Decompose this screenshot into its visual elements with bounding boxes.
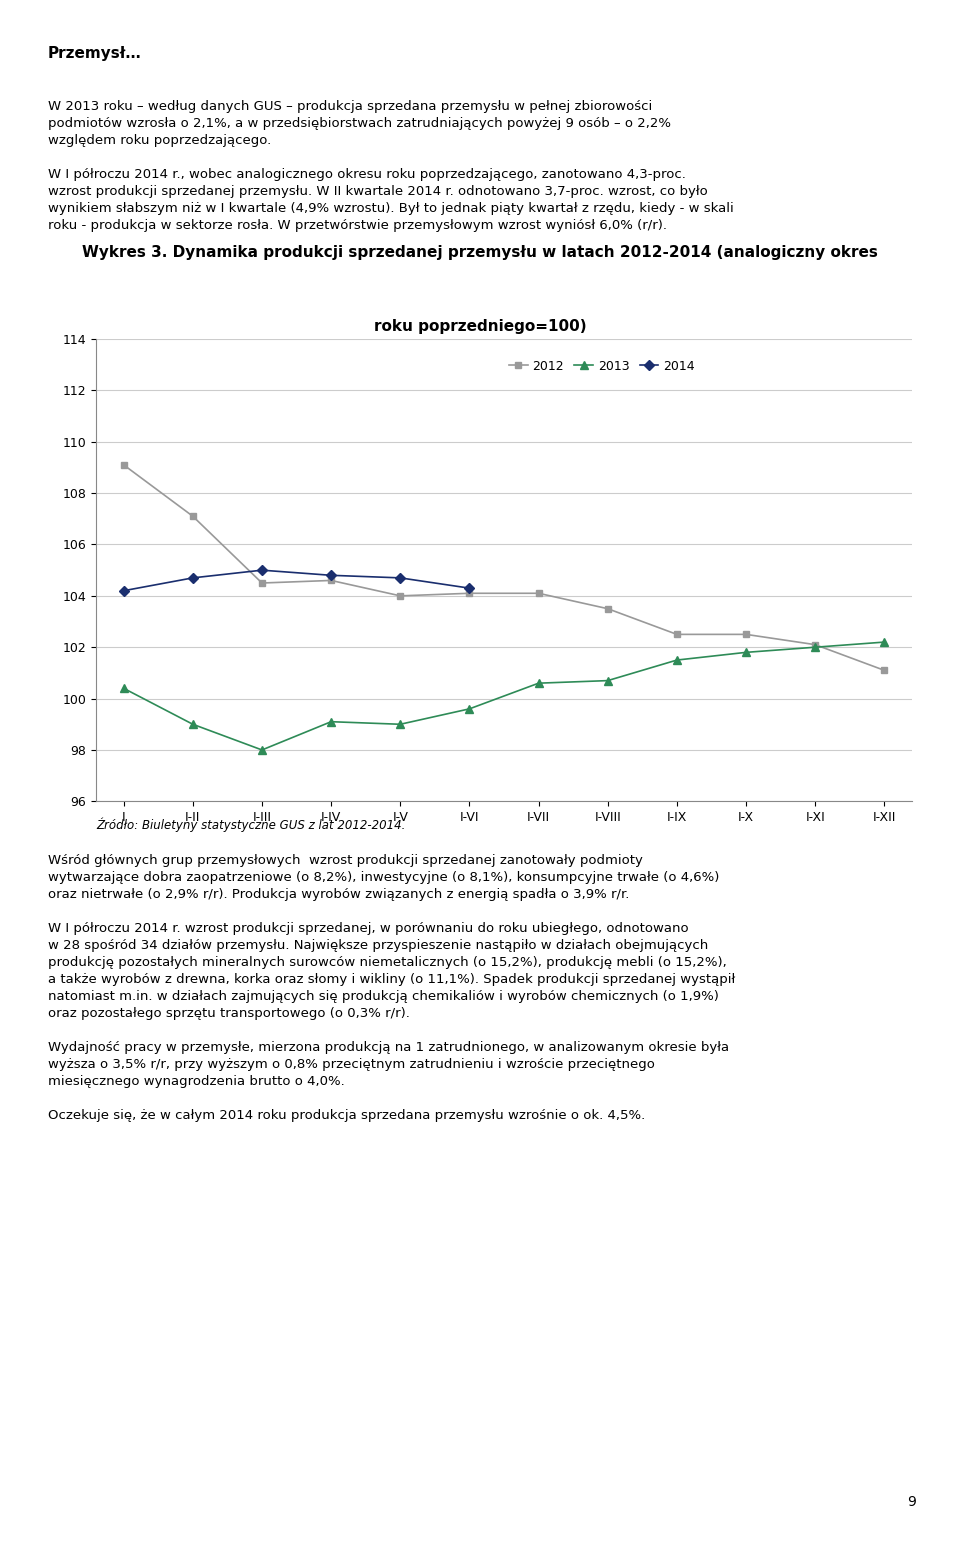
2014 bbox=[395, 569, 406, 587]
2014 bbox=[464, 579, 475, 598]
Text: W 2013 roku – według danych GUS – produkcja sprzedana przemysłu w pełnej zbiorow: W 2013 roku – według danych GUS – produk… bbox=[48, 100, 733, 233]
Line: 2013: 2013 bbox=[119, 638, 889, 754]
Text: Wykres 3. Dynamika produkcji sprzedanej przemysłu w latach 2012-2014 (analogiczn: Wykres 3. Dynamika produkcji sprzedanej … bbox=[82, 245, 878, 260]
2014 bbox=[187, 569, 199, 587]
2012 bbox=[118, 456, 130, 475]
2013 bbox=[395, 715, 406, 734]
2013 bbox=[533, 673, 544, 692]
2012 bbox=[740, 626, 752, 644]
Text: Przemysł…: Przemysł… bbox=[48, 46, 142, 62]
2013 bbox=[602, 672, 613, 690]
Text: Źródło: Biuletyny statystyczne GUS z lat 2012-2014.: Źródło: Biuletyny statystyczne GUS z lat… bbox=[96, 817, 405, 832]
2013 bbox=[256, 741, 268, 760]
2013 bbox=[671, 650, 683, 669]
2012 bbox=[325, 572, 337, 590]
Line: 2012: 2012 bbox=[120, 461, 888, 673]
2012 bbox=[533, 584, 544, 603]
Text: roku poprzedniego=100): roku poprzedniego=100) bbox=[373, 319, 587, 334]
2012 bbox=[256, 573, 268, 592]
2012 bbox=[187, 507, 199, 525]
2012 bbox=[878, 661, 890, 680]
2013 bbox=[118, 680, 130, 698]
2012 bbox=[464, 584, 475, 603]
2013 bbox=[464, 700, 475, 718]
2012 bbox=[602, 599, 613, 618]
2013 bbox=[809, 638, 821, 656]
2012 bbox=[671, 626, 683, 644]
2014 bbox=[325, 566, 337, 584]
2013 bbox=[878, 633, 890, 652]
Text: Wśród głównych grup przemysłowych  wzrost produkcji sprzedanej zanotowały podmio: Wśród głównych grup przemysłowych wzrost… bbox=[48, 854, 735, 1122]
2013 bbox=[187, 715, 199, 734]
Text: 9: 9 bbox=[907, 1495, 917, 1510]
2013 bbox=[325, 712, 337, 730]
2013 bbox=[740, 643, 752, 661]
2012 bbox=[395, 587, 406, 606]
2012 bbox=[809, 635, 821, 653]
2014 bbox=[256, 561, 268, 579]
Legend: 2012, 2013, 2014: 2012, 2013, 2014 bbox=[504, 354, 700, 378]
Line: 2014: 2014 bbox=[120, 567, 473, 595]
2014 bbox=[118, 581, 130, 599]
